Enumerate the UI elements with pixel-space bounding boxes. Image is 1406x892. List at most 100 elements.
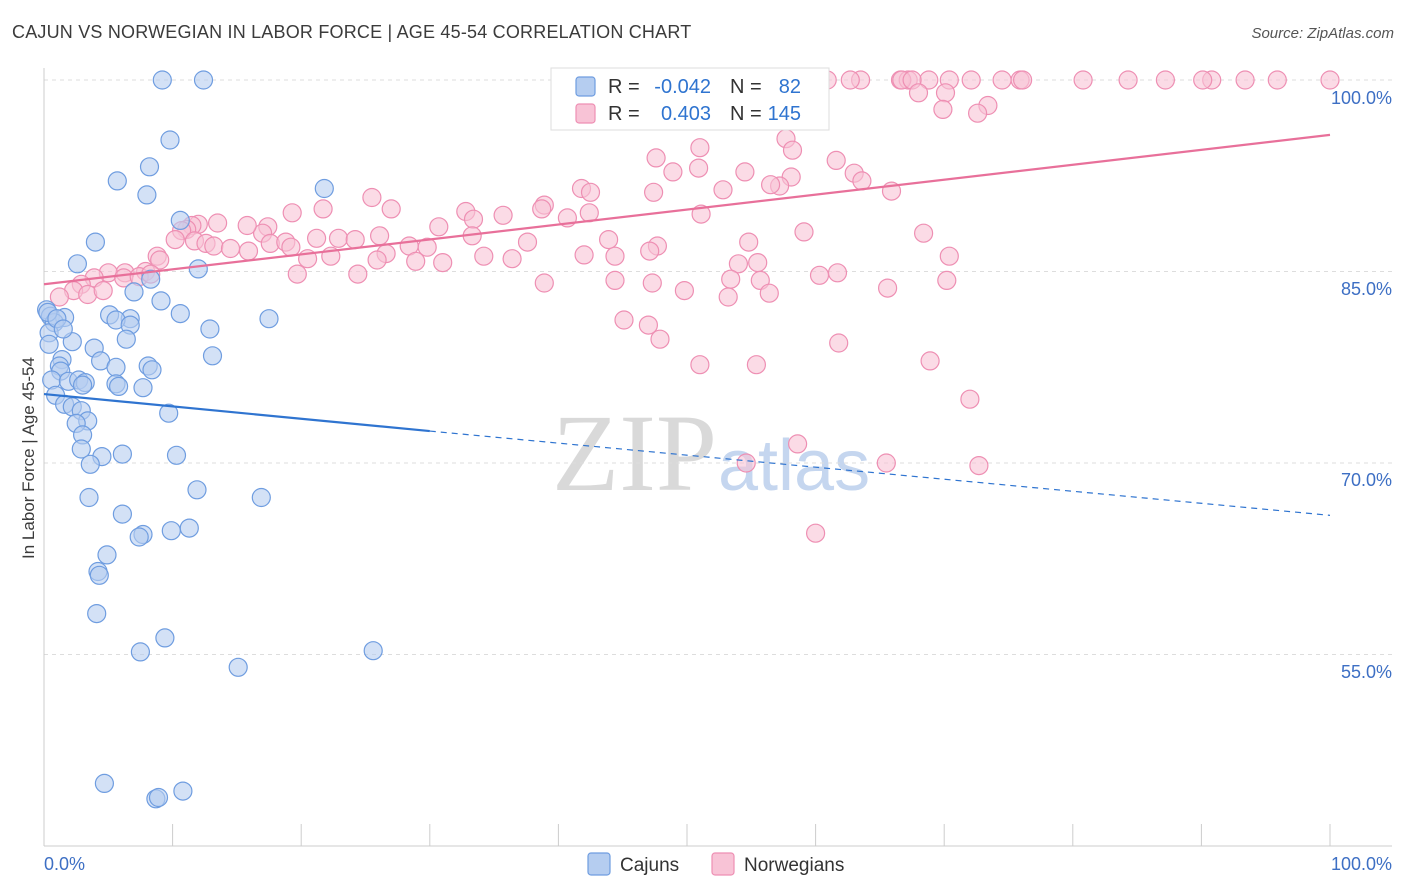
y-tick-label-100: 100.0% bbox=[1331, 88, 1392, 108]
norwegian-point bbox=[663, 162, 683, 182]
norwegian-point bbox=[474, 246, 494, 266]
norwegian-point bbox=[238, 241, 259, 261]
norwegian-point bbox=[840, 70, 860, 90]
norwegian-point bbox=[1235, 70, 1255, 90]
norwegian-point bbox=[307, 228, 327, 248]
norwegian-point bbox=[992, 70, 1012, 90]
cajun-point bbox=[228, 657, 248, 677]
norwegian-point bbox=[739, 232, 759, 252]
norwegian-point bbox=[746, 355, 767, 375]
norwegian-point bbox=[237, 215, 257, 236]
cajun-point bbox=[106, 357, 126, 377]
cajun-point bbox=[159, 403, 179, 423]
norwegian-point bbox=[650, 329, 670, 349]
cajun-point bbox=[187, 480, 207, 500]
norwegian-point bbox=[1073, 70, 1093, 90]
norwegian-trendline bbox=[43, 133, 1331, 286]
norwegian-point bbox=[674, 281, 695, 301]
norwegian-point bbox=[150, 250, 170, 270]
norwegian-point bbox=[935, 83, 956, 103]
cajun-point bbox=[161, 521, 181, 541]
norwegian-point bbox=[721, 269, 741, 289]
cajun-trendline bbox=[43, 392, 430, 433]
norwegian-point bbox=[1320, 70, 1340, 90]
cajun-point bbox=[251, 487, 271, 508]
cajun-point bbox=[152, 70, 172, 90]
norwegian-point bbox=[502, 249, 522, 269]
bottom-legend-norwegian-label: Norwegians bbox=[744, 855, 844, 876]
x-tick-label-100: 100.0% bbox=[1331, 854, 1392, 874]
norwegian-point bbox=[1193, 70, 1213, 90]
norwegian-point bbox=[640, 241, 660, 261]
cajun-point bbox=[160, 130, 180, 150]
norwegian-point bbox=[220, 238, 241, 259]
norwegian-point bbox=[204, 236, 224, 256]
norwegian-point bbox=[281, 237, 301, 257]
trendlines bbox=[43, 133, 1331, 516]
cajun-point bbox=[67, 254, 88, 274]
cajun-point bbox=[139, 157, 160, 177]
norwegian-point bbox=[362, 187, 382, 208]
norwegian-point bbox=[580, 182, 601, 202]
norwegian-point bbox=[517, 232, 538, 252]
cajun-point bbox=[94, 773, 115, 794]
cajun-point bbox=[155, 628, 175, 648]
source-attribution: Source: ZipAtlas.com bbox=[1251, 25, 1394, 42]
cajun-point bbox=[363, 641, 383, 661]
legend-cajun-swatch bbox=[575, 76, 596, 97]
norwegian-point bbox=[782, 140, 803, 160]
norwegian-point bbox=[967, 103, 988, 123]
norwegian-point bbox=[646, 148, 666, 168]
norwegian-point bbox=[690, 355, 710, 375]
norwegian-point bbox=[829, 333, 849, 353]
norwegian-point bbox=[826, 150, 846, 170]
legend-norwegian-n-value: 145 bbox=[768, 103, 801, 125]
bottom-legend-norwegian-swatch bbox=[711, 852, 735, 876]
norwegian-point bbox=[787, 434, 808, 454]
cajun-point bbox=[72, 375, 93, 395]
y-tick-label-70: 70.0% bbox=[1341, 470, 1392, 490]
y-tick-label-55: 55.0% bbox=[1341, 662, 1392, 682]
cajun-point bbox=[89, 565, 109, 585]
bottom-legend-cajun-label: Cajuns bbox=[620, 855, 679, 876]
cajun-point bbox=[129, 527, 149, 547]
legend-cajun-r-label: R = bbox=[608, 76, 640, 98]
norwegian-point bbox=[574, 245, 594, 265]
cajun-point bbox=[112, 444, 133, 464]
cajun-point bbox=[107, 171, 127, 191]
x-tick-label-0: 0.0% bbox=[44, 854, 85, 874]
norwegian-point bbox=[93, 281, 113, 301]
norwegian-point bbox=[605, 246, 625, 266]
norwegian-point bbox=[736, 453, 756, 473]
norwegian-point bbox=[381, 199, 401, 219]
norwegian-point bbox=[165, 230, 185, 250]
norwegian-point bbox=[937, 270, 957, 290]
norwegian-point bbox=[809, 265, 830, 285]
norwegian-point bbox=[827, 263, 848, 283]
cajun-point bbox=[137, 185, 157, 205]
norwegian-point bbox=[532, 199, 552, 219]
norwegian-point bbox=[877, 278, 898, 298]
norwegian-points bbox=[49, 70, 1340, 543]
norwegian-point bbox=[208, 213, 228, 233]
cajun-point bbox=[141, 269, 161, 289]
norwegian-point bbox=[969, 456, 989, 476]
cajun-point bbox=[116, 329, 136, 349]
norwegian-point bbox=[688, 158, 709, 178]
cajun-point bbox=[170, 304, 190, 324]
norwegian-point bbox=[794, 222, 814, 242]
cajun-point bbox=[133, 378, 153, 398]
cajun-point bbox=[202, 346, 223, 366]
norwegian-point bbox=[713, 180, 733, 200]
y-tick-label-85: 85.0% bbox=[1341, 279, 1392, 299]
norwegian-point bbox=[643, 182, 664, 202]
cajun-point bbox=[79, 487, 99, 508]
norwegian-point bbox=[370, 226, 390, 246]
norwegian-point bbox=[433, 253, 453, 273]
norwegian-point bbox=[429, 217, 449, 237]
legend-norwegian-r-value: 0.403 bbox=[661, 103, 711, 125]
norwegian-point bbox=[598, 230, 619, 250]
cajun-point bbox=[179, 518, 199, 538]
norwegian-point bbox=[638, 315, 659, 335]
watermark-zip: ZIP bbox=[552, 392, 717, 514]
